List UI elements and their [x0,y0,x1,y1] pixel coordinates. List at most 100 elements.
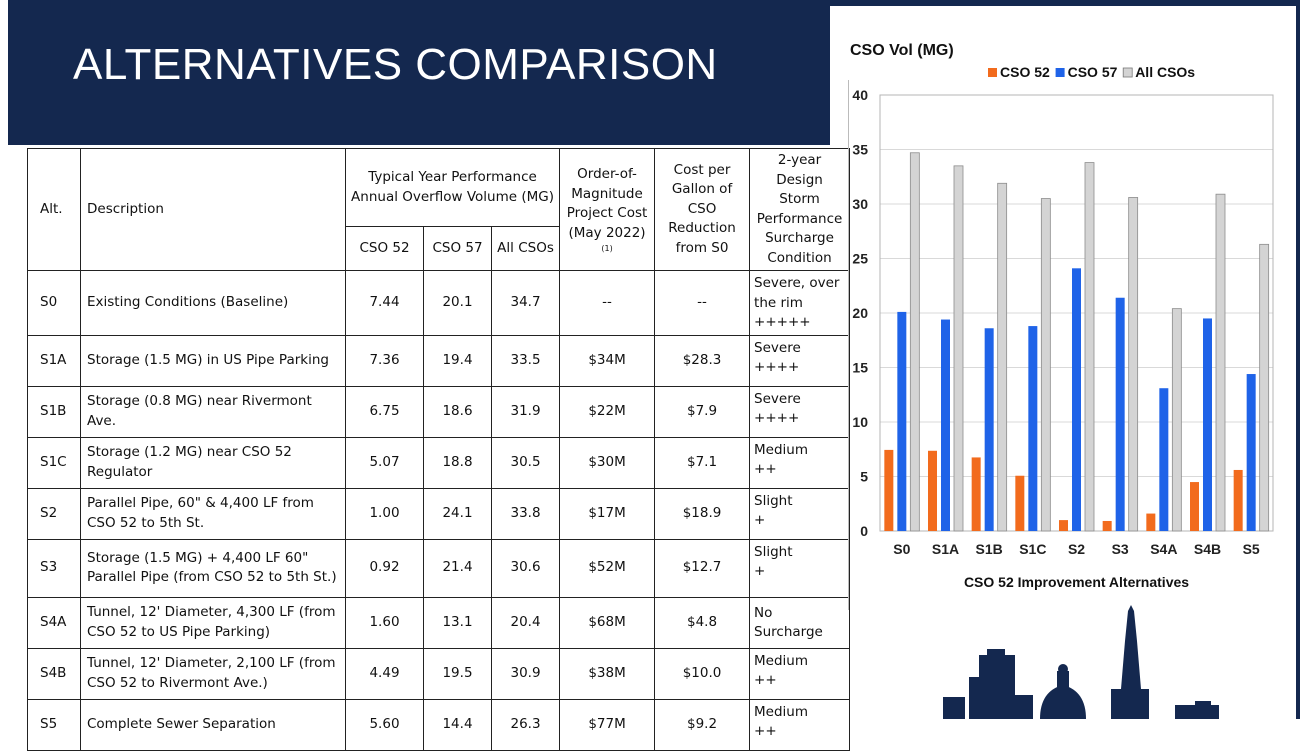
header-strip [830,0,1300,6]
legend-swatch [1122,67,1133,78]
storm-condition: Medium [754,441,809,458]
bar-cso-52 [884,449,894,531]
row-cost-per-gallon: $10.0 [654,647,751,700]
row-description: Tunnel, 12' Diameter, 2,100 LF (from CSO… [80,647,346,700]
bar-all-csos [997,182,1008,532]
row-cso52: 0.92 [345,538,424,598]
header-cso57: CSO 57 [423,226,492,271]
y-tick-label: 10 [852,414,868,430]
legend-swatch [1055,68,1065,77]
table-row: S0 Existing Conditions (Baseline) 7.44 2… [27,270,851,336]
bar-all-csos [1215,193,1226,532]
row-cost-per-gallon: $7.9 [654,385,751,438]
y-tick-label: 25 [852,251,868,267]
row-storm: Severe, over the rim +++++ [749,270,851,336]
row-description: Storage (0.8 MG) near Rivermont Ave. [80,385,346,438]
header-alt: Alt. [27,148,81,271]
bar-all-csos [1128,197,1139,532]
legend-label: CSO 52 [1000,64,1050,80]
row-cost-per-gallon: $18.9 [654,487,751,540]
storm-condition: Medium [754,652,809,669]
table-row: S4B Tunnel, 12' Diameter, 2,100 LF (from… [27,647,851,700]
row-all-csos: 33.8 [490,487,561,540]
bar-cso-52 [971,457,981,531]
header-cso52: CSO 52 [345,226,424,271]
row-alt: S3 [27,538,81,598]
x-tick-label: S5 [1243,541,1260,557]
row-cso52: 7.36 [345,334,424,387]
row-all-csos: 33.5 [490,334,561,387]
storm-marks: ++ [754,672,777,688]
bar-cso-57 [1115,297,1125,531]
x-tick-label: S4A [1150,541,1177,557]
row-description: Parallel Pipe, 60" & 4,400 LF from CSO 5… [80,487,346,540]
bar-cso-52 [1102,520,1112,531]
row-alt: S1B [27,385,81,438]
row-storm: Medium ++ [749,698,851,751]
bar-all-csos [1040,198,1051,532]
y-tick-label: 0 [860,523,868,539]
storm-marks: ++ [754,461,777,477]
city-skyline-logo [943,605,1219,719]
table-row: S1C Storage (1.2 MG) near CSO 52 Regulat… [27,436,851,489]
row-cost-per-gallon: $9.2 [654,698,751,751]
header-description: Description [80,148,346,271]
row-storm: Medium ++ [749,647,851,700]
row-description: Existing Conditions (Baseline) [80,270,346,336]
table-row: S5 Complete Sewer Separation 5.60 14.4 2… [27,698,851,751]
row-cso57: 18.6 [423,385,492,438]
y-tick-label: 30 [852,196,868,212]
row-cost-per-gallon: $28.3 [654,334,751,387]
x-tick-label: S0 [893,541,910,557]
row-cost-per-gallon: -- [654,270,751,336]
row-description: Storage (1.2 MG) near CSO 52 Regulator [80,436,346,489]
bar-cso-52 [1015,475,1025,531]
chart-title: CSO Vol (MG) [850,42,954,59]
row-cost-per-gallon: $12.7 [654,538,751,598]
x-tick-label: S1C [1019,541,1046,557]
storm-marks: ++++ [754,410,800,426]
storm-condition: Medium [754,703,809,720]
row-all-csos: 20.4 [490,596,561,649]
row-alt: S5 [27,698,81,751]
alternatives-table: Alt. Description Typical Year Performanc… [27,147,851,751]
row-cso52: 1.00 [345,487,424,540]
legend-label: CSO 57 [1068,64,1118,80]
row-cso57: 13.1 [423,596,492,649]
row-cso57: 14.4 [423,698,492,751]
bar-all-csos [953,165,964,532]
row-cost: $34M [559,334,656,387]
x-tick-label: S4B [1194,541,1221,557]
header-cost-per-gallon: Cost per Gallon of CSO Reduction from S0 [654,148,751,271]
row-cso57: 24.1 [423,487,492,540]
storm-condition: Slight [754,492,793,509]
table-row: S3 Storage (1.5 MG) + 4,400 LF 60" Paral… [27,538,851,598]
storm-condition: Slight [754,543,793,560]
row-cso52: 5.07 [345,436,424,489]
row-all-csos: 34.7 [490,270,561,336]
right-edge-bar [1296,0,1300,719]
row-cso52: 5.60 [345,698,424,751]
row-all-csos: 30.9 [490,647,561,700]
legend-label: All CSOs [1135,64,1195,80]
row-cost: $52M [559,538,656,598]
bar-cso-52 [1233,469,1243,531]
storm-marks: + [754,563,766,579]
table-row: S4A Tunnel, 12' Diameter, 4,300 LF (from… [27,596,851,649]
row-cost: $22M [559,385,656,438]
row-storm: No Surcharge [749,596,851,649]
chart-left-rule [848,80,849,610]
header-storm: 2-year Design Storm Performance Surcharg… [749,148,851,271]
row-storm: Slight + [749,538,851,598]
x-tick-label: S1A [932,541,959,557]
row-cso57: 21.4 [423,538,492,598]
row-alt: S1C [27,436,81,489]
row-description: Tunnel, 12' Diameter, 4,300 LF (from CSO… [80,596,346,649]
legend-swatch [988,68,997,77]
y-tick-label: 35 [852,142,868,158]
bar-all-csos [1084,162,1095,532]
bar-cso-57 [1159,388,1169,531]
x-axis-label: CSO 52 Improvement Alternatives [964,574,1189,590]
row-cso52: 6.75 [345,385,424,438]
row-cost: $17M [559,487,656,540]
